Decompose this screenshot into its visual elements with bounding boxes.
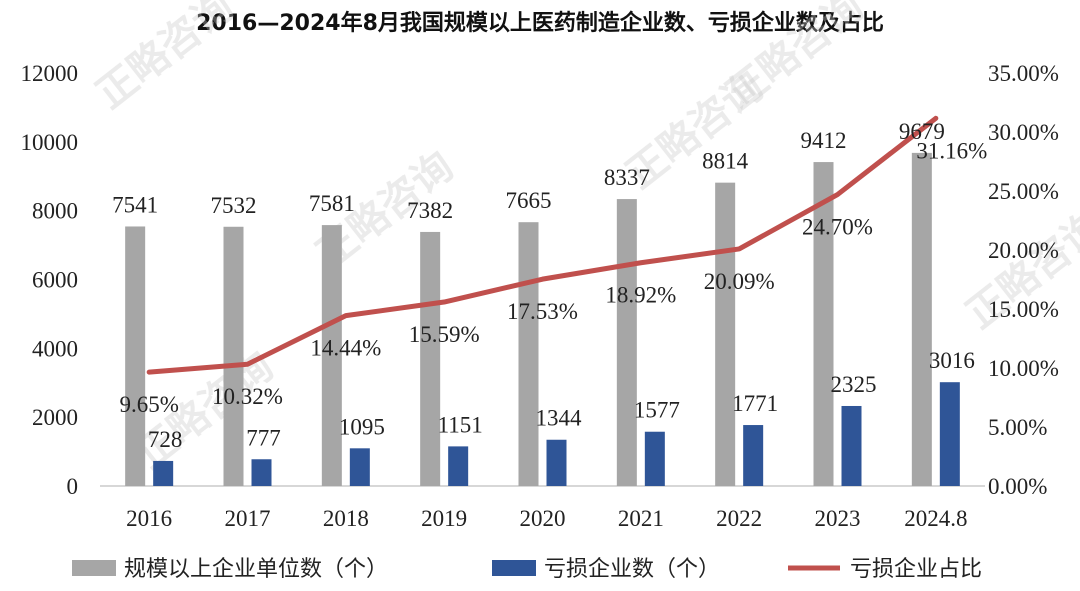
x-axis-tick-label: 2018	[323, 506, 369, 531]
watermark-text: 正略咨询	[88, 0, 242, 118]
bar-loss-enterprises	[153, 460, 174, 486]
label-loss-ratio: 31.16%	[916, 138, 987, 163]
left-axis-tick-label: 0	[67, 474, 79, 499]
label-loss-ratio: 17.53%	[507, 299, 578, 324]
bar-total-enterprises	[321, 225, 342, 486]
left-axis-tick-label: 8000	[32, 199, 78, 224]
right-axis-tick-label: 5.00%	[988, 415, 1047, 440]
bar-total-enterprises	[420, 231, 441, 486]
legend-label-total: 规模以上企业单位数（个）	[124, 557, 388, 582]
bar-loss-enterprises	[349, 448, 370, 486]
label-loss-ratio: 24.70%	[802, 215, 873, 240]
right-axis-tick-label: 35.00%	[988, 61, 1059, 86]
label-total-enterprises: 7532	[211, 193, 257, 218]
label-loss-ratio: 15.59%	[409, 322, 480, 347]
left-axis-tick-label: 12000	[21, 61, 79, 86]
label-loss-ratio: 18.92%	[605, 283, 676, 308]
bar-loss-enterprises	[644, 431, 665, 486]
x-axis-tick-label: 2017	[225, 506, 271, 531]
label-loss-ratio: 10.32%	[212, 384, 283, 409]
legend-swatch-total	[72, 560, 116, 576]
x-axis-tick-label: 2021	[618, 506, 664, 531]
label-total-enterprises: 9679	[899, 119, 945, 144]
right-axis-tick-label: 15.00%	[988, 297, 1059, 322]
label-loss-enterprises: 1771	[732, 391, 778, 416]
label-total-enterprises: 8337	[604, 165, 650, 190]
legend-swatch-loss	[492, 560, 536, 576]
bar-loss-enterprises	[939, 382, 960, 486]
left-axis-tick-label: 10000	[21, 130, 79, 155]
bar-total-enterprises	[911, 152, 932, 486]
label-total-enterprises: 9412	[801, 128, 847, 153]
left-axis-tick-label: 4000	[32, 336, 78, 361]
chart-title: 2016—2024年8月我国规模以上医药制造企业数、亏损企业数及占比	[196, 10, 884, 36]
label-loss-ratio: 9.65%	[119, 392, 178, 417]
bar-total-enterprises	[125, 226, 146, 486]
label-total-enterprises: 7581	[309, 191, 355, 216]
left-axis-tick-label: 2000	[32, 405, 78, 430]
left-axis-tick-label: 6000	[32, 268, 78, 293]
legend-label-loss: 亏损企业数（个）	[544, 557, 720, 582]
left-axis: 0 2000 4000 6000 8000 10000 12000	[21, 61, 79, 499]
right-axis-tick-label: 0.00%	[988, 474, 1047, 499]
line-layer	[146, 115, 939, 375]
right-axis-tick-label: 25.00%	[988, 179, 1059, 204]
bar-loss-enterprises	[448, 446, 469, 486]
x-axis-tick-label: 2019	[421, 506, 467, 531]
label-total-enterprises: 7541	[112, 192, 158, 217]
label-loss-enterprises: 1151	[438, 412, 483, 437]
bar-loss-enterprises	[546, 439, 567, 486]
legend-label-ratio: 亏损企业占比	[850, 557, 982, 582]
label-loss-enterprises: 777	[246, 425, 281, 450]
x-axis-tick-label: 2020	[520, 506, 566, 531]
label-loss-enterprises: 3016	[929, 348, 975, 373]
label-total-enterprises: 7665	[506, 188, 552, 213]
bar-total-enterprises	[616, 199, 637, 487]
right-axis-tick-label: 30.00%	[988, 120, 1059, 145]
right-axis-tick-label: 10.00%	[988, 356, 1059, 381]
bar-loss-enterprises	[251, 459, 272, 486]
bar-total-enterprises	[223, 226, 244, 486]
x-axis-tick-label: 2023	[815, 506, 861, 531]
label-total-enterprises: 8814	[702, 149, 749, 174]
label-loss-ratio: 20.09%	[704, 269, 775, 294]
right-axis: 0.00% 5.00% 10.00% 15.00% 20.00% 25.00% 30.00%…	[988, 61, 1059, 499]
bar-loss-enterprises	[743, 425, 764, 486]
x-axis-tick-label: 2022	[716, 506, 762, 531]
bar-total-enterprises	[518, 222, 539, 487]
label-total-enterprises: 7382	[407, 198, 453, 223]
right-axis-tick-label: 20.00%	[988, 238, 1059, 263]
bar-total-enterprises	[813, 162, 834, 487]
label-loss-enterprises: 1344	[536, 406, 583, 431]
legend: 规模以上企业单位数（个） 亏损企业数（个） 亏损企业占比	[72, 557, 982, 582]
label-loss-enterprises: 2325	[831, 372, 877, 397]
x-axis-ticks: 2016 2017 2018 2019 2020 2021 2022 2023 2024.8	[126, 506, 967, 531]
bar-total-enterprises	[715, 182, 736, 487]
data-labels: 7541 728 9.65% 7532 777 10.32% 7581 1095 14.44% 7…	[112, 119, 987, 452]
label-loss-enterprises: 728	[148, 427, 183, 452]
x-axis-tick-label: 2016	[126, 506, 172, 531]
bar-loss-enterprises	[841, 405, 862, 486]
x-axis-tick-label: 2024.8	[904, 506, 967, 531]
label-loss-enterprises: 1095	[339, 414, 385, 439]
label-loss-ratio: 14.44%	[310, 336, 381, 361]
bars-layer	[125, 152, 960, 487]
label-loss-enterprises: 1577	[634, 398, 680, 423]
